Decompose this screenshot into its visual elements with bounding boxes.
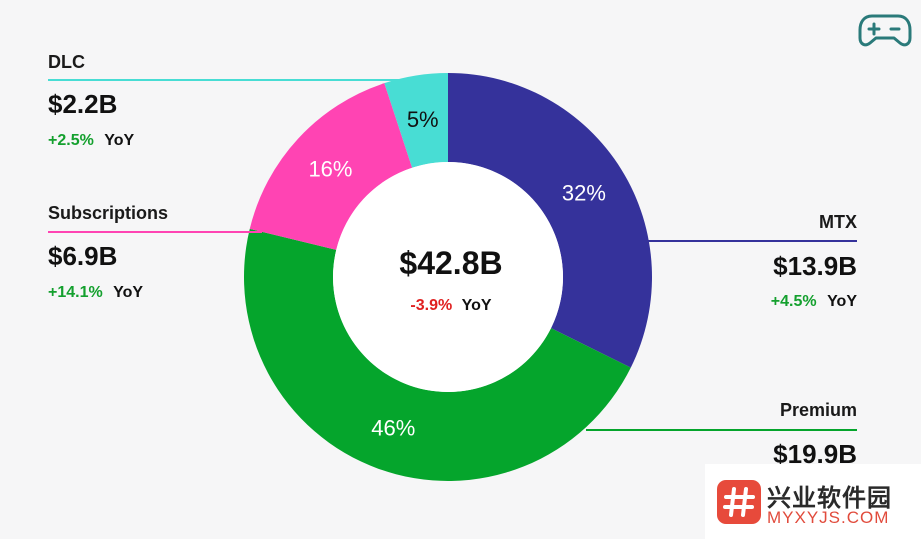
total-yoy-label: YoY xyxy=(462,297,492,314)
total-yoy-value: -3.9% xyxy=(410,297,452,314)
premium-label: Premium xyxy=(780,400,857,420)
slice-percent-dlc: 5% xyxy=(407,107,439,132)
slice-dlc xyxy=(384,73,448,168)
subscriptions-yoy-value: +14.1% xyxy=(48,284,103,301)
watermark: 兴业软件园 MYXYJS.COM xyxy=(705,464,921,539)
slice-premium xyxy=(243,228,631,482)
subscriptions-label: Subscriptions xyxy=(48,203,168,223)
hash-icon xyxy=(723,487,755,517)
dlc-yoy-value: +2.5% xyxy=(48,132,94,149)
mtx-yoy-value: +4.5% xyxy=(771,293,817,310)
mtx-value: $13.9B xyxy=(773,251,857,281)
subscriptions-value: $6.9B xyxy=(48,241,117,271)
subscriptions-yoy-label: YoY xyxy=(113,284,143,301)
subscriptions-yoy: +14.1% YoY xyxy=(48,284,143,301)
watermark-url: MYXYJS.COM xyxy=(767,508,890,527)
mtx-yoy: +4.5% YoY xyxy=(771,293,858,310)
dlc-yoy-label: YoY xyxy=(104,132,134,149)
watermark-logo xyxy=(717,480,761,524)
slice-subscriptions xyxy=(249,83,413,250)
slice-percent-premium: 46% xyxy=(371,415,415,440)
mtx-yoy-label: YoY xyxy=(827,293,857,310)
mtx-label: MTX xyxy=(819,212,857,232)
watermark-title: 兴业软件园 xyxy=(767,484,892,512)
slice-percent-subscriptions: 16% xyxy=(308,156,352,181)
slice-mtx xyxy=(448,73,652,368)
dlc-yoy: +2.5% YoY xyxy=(48,132,135,149)
donut-slices: 32% 46% 16% 5% xyxy=(243,73,652,482)
donut-center xyxy=(333,162,563,392)
slice-percent-mtx: 32% xyxy=(562,181,606,206)
total-yoy: -3.9% YoY xyxy=(410,297,492,314)
dlc-label: DLC xyxy=(48,52,85,72)
dlc-value: $2.2B xyxy=(48,89,117,119)
total-value: $42.8B xyxy=(399,245,502,281)
game-controller-icon xyxy=(858,14,912,47)
